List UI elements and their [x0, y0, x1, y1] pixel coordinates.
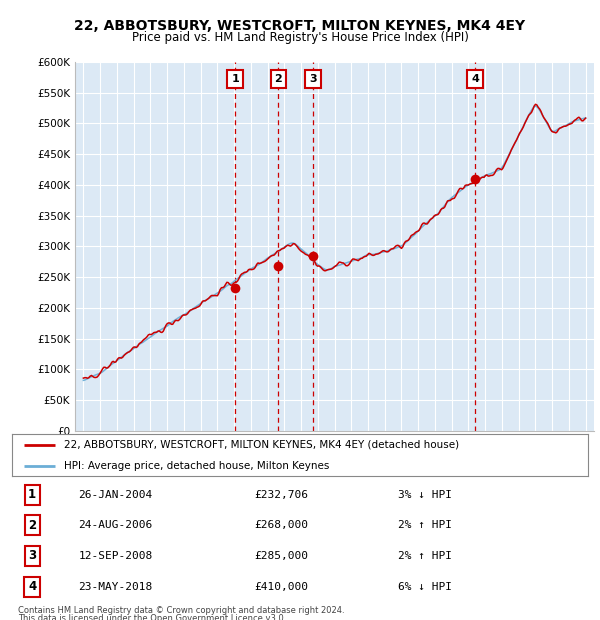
Text: 1: 1 — [28, 488, 36, 501]
Text: £410,000: £410,000 — [254, 582, 308, 591]
Text: 6% ↓ HPI: 6% ↓ HPI — [398, 582, 452, 591]
Text: 12-SEP-2008: 12-SEP-2008 — [78, 551, 152, 561]
Text: Price paid vs. HM Land Registry's House Price Index (HPI): Price paid vs. HM Land Registry's House … — [131, 31, 469, 44]
Text: 3% ↓ HPI: 3% ↓ HPI — [398, 490, 452, 500]
Text: 23-MAY-2018: 23-MAY-2018 — [78, 582, 152, 591]
Text: 4: 4 — [471, 74, 479, 84]
Text: £285,000: £285,000 — [254, 551, 308, 561]
Text: 2% ↑ HPI: 2% ↑ HPI — [398, 551, 452, 561]
Text: £232,706: £232,706 — [254, 490, 308, 500]
Text: Contains HM Land Registry data © Crown copyright and database right 2024.: Contains HM Land Registry data © Crown c… — [18, 606, 344, 616]
Text: 2% ↑ HPI: 2% ↑ HPI — [398, 520, 452, 530]
Text: HPI: Average price, detached house, Milton Keynes: HPI: Average price, detached house, Milt… — [64, 461, 329, 471]
Text: 24-AUG-2006: 24-AUG-2006 — [78, 520, 152, 530]
Text: 4: 4 — [28, 580, 36, 593]
Text: This data is licensed under the Open Government Licence v3.0.: This data is licensed under the Open Gov… — [18, 614, 286, 620]
Text: 2: 2 — [275, 74, 282, 84]
Text: 22, ABBOTSBURY, WESTCROFT, MILTON KEYNES, MK4 4EY (detached house): 22, ABBOTSBURY, WESTCROFT, MILTON KEYNES… — [64, 440, 459, 450]
Text: 3: 3 — [309, 74, 317, 84]
Text: £268,000: £268,000 — [254, 520, 308, 530]
Text: 3: 3 — [28, 549, 36, 562]
Text: 2: 2 — [28, 519, 36, 532]
Text: 26-JAN-2004: 26-JAN-2004 — [78, 490, 152, 500]
Text: 1: 1 — [232, 74, 239, 84]
Text: 22, ABBOTSBURY, WESTCROFT, MILTON KEYNES, MK4 4EY: 22, ABBOTSBURY, WESTCROFT, MILTON KEYNES… — [74, 19, 526, 33]
